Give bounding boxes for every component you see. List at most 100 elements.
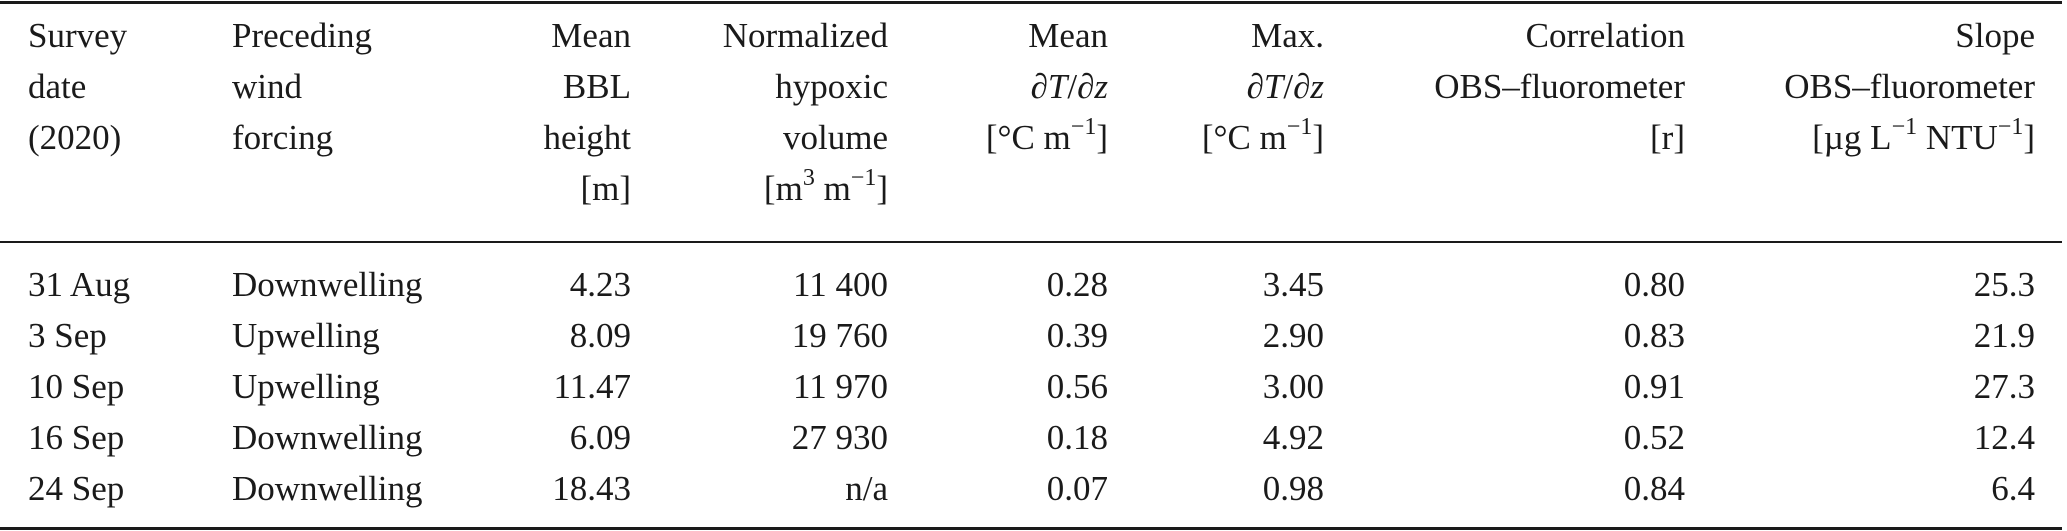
cell-wind: Downwelling bbox=[232, 418, 423, 457]
math-text: T bbox=[1047, 67, 1068, 106]
unit-text: ] bbox=[1312, 118, 1324, 157]
cell-bbl: 8.09 bbox=[569, 316, 631, 355]
header-line: BBL bbox=[562, 67, 631, 106]
cell-slope: 27.3 bbox=[1973, 367, 2035, 406]
cell-bbl: 18.43 bbox=[552, 469, 631, 508]
cell-volume: 11 970 bbox=[793, 367, 888, 406]
cell-max-grad: 2.90 bbox=[1262, 316, 1324, 355]
unit-superscript: 3 bbox=[802, 165, 815, 191]
header-wind-forcing: Preceding wind forcing bbox=[232, 10, 475, 240]
header-line: Survey bbox=[28, 16, 128, 55]
unit-superscript: −1 bbox=[1286, 114, 1313, 140]
header-survey-date: Survey date (2020) bbox=[0, 10, 232, 240]
unit-text: [µg L bbox=[1812, 118, 1892, 157]
header-line: forcing bbox=[232, 118, 334, 157]
cell-max-grad: 0.98 bbox=[1262, 469, 1324, 508]
unit-text: ] bbox=[876, 169, 888, 208]
header-unit: [µg L−1 NTU−1] bbox=[1685, 112, 2035, 163]
cell-slope: 25.3 bbox=[1973, 265, 2035, 304]
header-line: Max. bbox=[1251, 16, 1324, 55]
cell-volume: 27 930 bbox=[791, 418, 888, 457]
header-slope: Slope OBS–fluorometer [µg L−1 NTU−1] bbox=[1685, 10, 2035, 240]
unit-text: NTU bbox=[1917, 118, 1998, 157]
unit-text: [m bbox=[763, 169, 803, 208]
math-text: T bbox=[1263, 67, 1284, 106]
header-line: hypoxic bbox=[775, 67, 888, 106]
cell-max-grad: 3.45 bbox=[1262, 265, 1324, 304]
cell-correlation: 0.84 bbox=[1623, 469, 1685, 508]
cell-mean-grad: 0.18 bbox=[1046, 418, 1108, 457]
cell-slope: 21.9 bbox=[1973, 316, 2035, 355]
unit-text: ] bbox=[1096, 118, 1108, 157]
cell-max-grad: 3.00 bbox=[1262, 367, 1324, 406]
header-line: OBS–fluorometer bbox=[1784, 67, 2035, 106]
math-text: /∂ bbox=[1283, 67, 1311, 106]
header-unit: [°C m−1] bbox=[1108, 112, 1324, 163]
cell-correlation: 0.80 bbox=[1623, 265, 1685, 304]
unit-text: ] bbox=[2023, 118, 2035, 157]
cell-mean-grad: 0.28 bbox=[1046, 265, 1108, 304]
cell-correlation: 0.83 bbox=[1623, 316, 1685, 355]
header-line: date bbox=[28, 67, 87, 106]
header-line: (2020) bbox=[28, 118, 122, 157]
header-row: Survey date (2020) Preceding wind forcin… bbox=[0, 10, 2035, 240]
top-rule bbox=[0, 1, 2062, 4]
header-max-gradient: Max. ∂T/∂z [°C m−1] bbox=[1108, 10, 1324, 240]
table-row: 3 Sep Upwelling 8.09 19 760 0.39 2.90 0.… bbox=[0, 310, 2035, 361]
cell-wind: Downwelling bbox=[232, 469, 423, 508]
header-correlation: Correlation OBS–fluorometer [r] bbox=[1324, 10, 1685, 240]
unit-superscript: −1 bbox=[850, 165, 877, 191]
unit-superscript: −1 bbox=[1070, 114, 1097, 140]
bottom-rule bbox=[0, 527, 2062, 530]
math-text: ∂ bbox=[1030, 67, 1048, 106]
unit-text: [°C m bbox=[985, 118, 1071, 157]
cell-wind: Upwelling bbox=[232, 316, 380, 355]
header-line: OBS–fluorometer bbox=[1434, 67, 1685, 106]
math-text: ∂ bbox=[1246, 67, 1264, 106]
cell-volume: 19 760 bbox=[791, 316, 888, 355]
cell-correlation: 0.91 bbox=[1623, 367, 1685, 406]
math-text: /∂ bbox=[1067, 67, 1095, 106]
header-line: Preceding bbox=[232, 16, 372, 55]
cell-date: 3 Sep bbox=[28, 316, 107, 355]
unit-text: m bbox=[814, 169, 851, 208]
header-derivative: ∂T/∂z bbox=[1108, 61, 1324, 112]
math-text: z bbox=[1310, 67, 1324, 106]
unit-text: [°C m bbox=[1201, 118, 1287, 157]
cell-date: 24 Sep bbox=[28, 469, 125, 508]
header-line: volume bbox=[783, 118, 888, 157]
header-line: Slope bbox=[1955, 16, 2035, 55]
unit-superscript: −1 bbox=[1997, 114, 2024, 140]
unit-superscript: −1 bbox=[1891, 114, 1918, 140]
cell-slope: 6.4 bbox=[1991, 469, 2035, 508]
table-row: 16 Sep Downwelling 6.09 27 930 0.18 4.92… bbox=[0, 412, 2035, 463]
cell-date: 10 Sep bbox=[28, 367, 125, 406]
header-line: [m] bbox=[580, 169, 631, 208]
math-text: z bbox=[1094, 67, 1108, 106]
cell-bbl: 4.23 bbox=[569, 265, 631, 304]
cell-mean-grad: 0.56 bbox=[1046, 367, 1108, 406]
header-unit: [m3 m−1] bbox=[631, 163, 888, 214]
cell-max-grad: 4.92 bbox=[1262, 418, 1324, 457]
cell-date: 16 Sep bbox=[28, 418, 125, 457]
header-line: Mean bbox=[551, 16, 631, 55]
table-row: 24 Sep Downwelling 18.43 n/a 0.07 0.98 0… bbox=[0, 463, 2035, 514]
cell-bbl: 11.47 bbox=[553, 367, 631, 406]
cell-mean-grad: 0.07 bbox=[1046, 469, 1108, 508]
header-line: Correlation bbox=[1525, 16, 1685, 55]
cell-volume: 11 400 bbox=[793, 265, 888, 304]
header-line: Normalized bbox=[722, 16, 888, 55]
header-derivative: ∂T/∂z bbox=[888, 61, 1108, 112]
table-row: 31 Aug Downwelling 4.23 11 400 0.28 3.45… bbox=[0, 240, 2035, 310]
header-line: Mean bbox=[1028, 16, 1108, 55]
cell-mean-grad: 0.39 bbox=[1046, 316, 1108, 355]
header-mean-gradient: Mean ∂T/∂z [°C m−1] bbox=[888, 10, 1108, 240]
header-hypoxic-volume: Normalized hypoxic volume [m3 m−1] bbox=[631, 10, 888, 240]
header-line: wind bbox=[232, 67, 302, 106]
header-rule bbox=[0, 241, 2062, 243]
header-bbl-height: Mean BBL height [m] bbox=[475, 10, 631, 240]
table-row: 10 Sep Upwelling 11.47 11 970 0.56 3.00 … bbox=[0, 361, 2035, 412]
cell-wind: Upwelling bbox=[232, 367, 380, 406]
cell-date: 31 Aug bbox=[28, 265, 131, 304]
